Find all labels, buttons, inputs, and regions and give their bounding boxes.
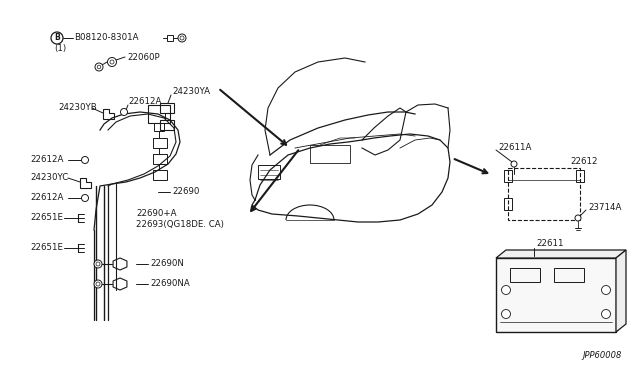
Text: 22612A: 22612A: [30, 155, 63, 164]
Circle shape: [95, 63, 103, 71]
Circle shape: [94, 260, 102, 268]
Text: 22693(QG18DE. CA): 22693(QG18DE. CA): [136, 219, 224, 228]
Text: 24230YA: 24230YA: [172, 87, 210, 96]
Circle shape: [96, 262, 100, 266]
Circle shape: [502, 310, 511, 318]
Bar: [153, 154, 167, 164]
Bar: [160, 103, 174, 113]
Text: 22690NA: 22690NA: [150, 279, 189, 289]
Text: 22690+A: 22690+A: [136, 209, 177, 218]
Circle shape: [180, 36, 184, 40]
Bar: [496, 258, 616, 332]
Text: JPP60008: JPP60008: [582, 352, 622, 360]
Text: 23714A: 23714A: [588, 203, 621, 212]
Bar: [310, 145, 350, 163]
Circle shape: [511, 161, 517, 167]
Bar: [153, 138, 167, 148]
Circle shape: [108, 58, 116, 67]
Bar: [576, 170, 584, 182]
Bar: [148, 105, 170, 123]
Circle shape: [502, 285, 511, 295]
Circle shape: [96, 282, 100, 286]
Circle shape: [81, 157, 88, 164]
Circle shape: [110, 60, 114, 64]
Bar: [504, 198, 512, 210]
Circle shape: [120, 109, 127, 115]
Bar: [160, 120, 174, 130]
Circle shape: [97, 65, 101, 69]
Circle shape: [178, 34, 186, 42]
Text: 24230YB: 24230YB: [58, 103, 97, 112]
Bar: [167, 35, 173, 41]
Text: 22690N: 22690N: [150, 260, 184, 269]
Polygon shape: [496, 250, 626, 258]
Text: 22690: 22690: [172, 187, 200, 196]
Text: 22612A: 22612A: [30, 193, 63, 202]
Bar: [510, 268, 540, 282]
Text: 22651E: 22651E: [30, 214, 63, 222]
Polygon shape: [616, 250, 626, 332]
Text: (1): (1): [54, 44, 66, 52]
Text: B: B: [54, 33, 60, 42]
Circle shape: [575, 215, 581, 221]
Circle shape: [94, 280, 102, 288]
Text: 22611A: 22611A: [498, 144, 531, 153]
Text: 24230YC: 24230YC: [30, 173, 68, 183]
Text: 22612A: 22612A: [128, 97, 161, 106]
Circle shape: [51, 32, 63, 44]
Bar: [258, 165, 280, 179]
Bar: [504, 170, 512, 182]
Bar: [153, 170, 167, 180]
Text: 22651E: 22651E: [30, 244, 63, 253]
Text: B08120-8301A: B08120-8301A: [74, 33, 138, 42]
Bar: [508, 168, 580, 220]
Bar: [554, 268, 584, 282]
Circle shape: [81, 195, 88, 202]
Circle shape: [602, 285, 611, 295]
Text: 22060P: 22060P: [127, 52, 159, 61]
Text: 22611: 22611: [536, 240, 563, 248]
Bar: [154, 123, 164, 131]
Text: 22612: 22612: [570, 157, 598, 167]
Circle shape: [602, 310, 611, 318]
